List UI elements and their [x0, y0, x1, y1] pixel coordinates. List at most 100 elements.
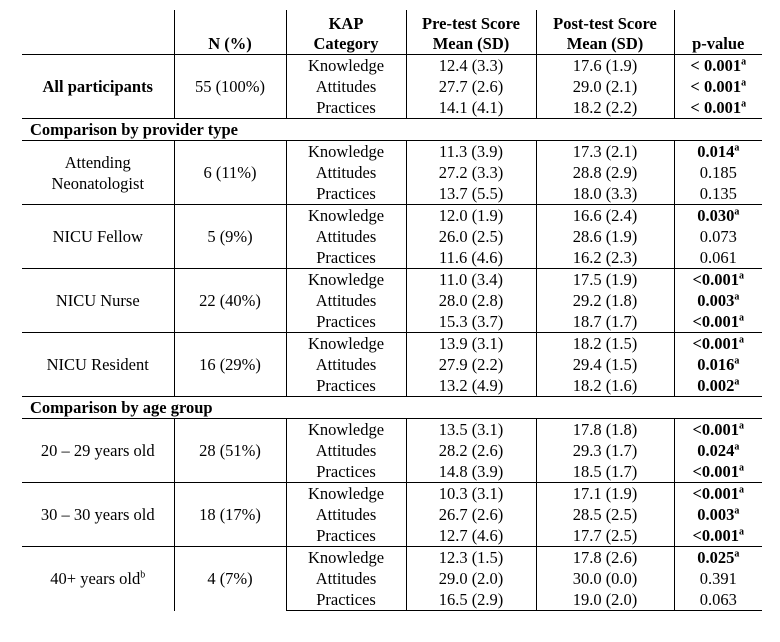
- kap-category: Knowledge: [285, 140, 406, 162]
- p-value-text: 0.003: [697, 291, 735, 310]
- table-row: NICU Resident 16 (29%) Knowledge 13.9 (3.1)…: [22, 332, 762, 397]
- group-label: 20 – 29 years old: [22, 418, 174, 483]
- p-value: 0.073: [673, 226, 762, 247]
- p-value-footnote: a: [734, 441, 740, 453]
- post-test-score: 16.2 (2.3): [535, 247, 674, 269]
- group-label: All participants: [22, 54, 174, 119]
- pre-test-score: 26.7 (2.6): [405, 504, 536, 525]
- p-value-footnote: a: [739, 334, 745, 346]
- pre-test-score: 13.5 (3.1): [405, 418, 536, 440]
- p-value-text: 0.016: [697, 355, 735, 374]
- table-row: Attitudes 26.0 (2.5) 28.6 (1.9) 0.073: [22, 226, 762, 247]
- post-test-score: 17.8 (2.6): [535, 546, 674, 568]
- post-test-score: 17.6 (1.9): [535, 54, 674, 76]
- section-heading: Comparison by provider type: [22, 118, 762, 141]
- p-value: <0.001a: [673, 461, 762, 483]
- table-row: Attitudes 27.2 (3.3) 28.8 (2.9) 0.185: [22, 162, 762, 183]
- kap-category: Practices: [285, 183, 406, 205]
- table-row: Attitudes 28.2 (2.6) 29.3 (1.7) 0.024a: [22, 440, 762, 461]
- post-test-score: 17.7 (2.5): [535, 525, 674, 547]
- kap-category: Knowledge: [285, 332, 406, 354]
- header-n: N (%): [173, 10, 286, 55]
- p-value-text: 0.391: [699, 569, 737, 588]
- kap-category: Knowledge: [285, 482, 406, 504]
- header-kap: KAP Category: [285, 10, 406, 55]
- pre-test-score: 12.4 (3.3): [405, 54, 536, 76]
- p-value: 0.003a: [673, 290, 762, 311]
- table-row: Practices 14.8 (3.9) 18.5 (1.7) <0.001a: [22, 461, 762, 483]
- header-group: [22, 10, 174, 55]
- group-label-text: 20 – 29 years old: [40, 441, 155, 460]
- table-row: Practices 16.5 (2.9) 19.0 (2.0) 0.063: [22, 589, 762, 611]
- post-test-score: 28.8 (2.9): [535, 162, 674, 183]
- kap-category: Practices: [285, 311, 406, 333]
- table-row: Attending Neonatologist 6 (11%) Knowledge 11…: [22, 140, 762, 205]
- post-test-score: 17.1 (1.9): [535, 482, 674, 504]
- post-test-score: 18.5 (1.7): [535, 461, 674, 483]
- header-post: Post-test Score Mean (SD): [535, 10, 674, 55]
- p-value-text: 0.030: [697, 206, 735, 225]
- kap-category: Practices: [285, 589, 406, 611]
- kap-category: Attitudes: [285, 504, 406, 525]
- pre-test-score: 14.8 (3.9): [405, 461, 536, 483]
- group-n: 55 (100%): [173, 54, 286, 119]
- p-value: 0.014a: [673, 140, 762, 162]
- p-value-text: < 0.001: [690, 98, 742, 117]
- group-label-footnote: b: [140, 569, 146, 581]
- kap-results-table: N (%) KAP Category Pre-test Score Mean (…: [22, 10, 762, 611]
- pre-test-score: 12.3 (1.5): [405, 546, 536, 568]
- p-value-text: <0.001: [692, 462, 740, 481]
- group-n: 4 (7%): [173, 546, 286, 611]
- p-value: 0.030a: [673, 204, 762, 226]
- section-row: Comparison by age group: [22, 396, 762, 419]
- kap-category: Practices: [285, 461, 406, 483]
- table-row: Attitudes 26.7 (2.6) 28.5 (2.5) 0.003a: [22, 504, 762, 525]
- post-test-score: 19.0 (2.0): [535, 589, 674, 611]
- table-row: NICU Nurse 22 (40%) Knowledge 11.0 (3.4) 17.…: [22, 268, 762, 333]
- p-value: < 0.001a: [673, 76, 762, 97]
- p-value: < 0.001a: [673, 97, 762, 119]
- header-p-value: p-value: [673, 10, 762, 55]
- table-row: Attitudes 29.0 (2.0) 30.0 (0.0) 0.391: [22, 568, 762, 589]
- group-label: Attending Neonatologist: [22, 140, 174, 205]
- kap-category: Attitudes: [285, 354, 406, 375]
- post-test-score: 18.2 (2.2): [535, 97, 674, 119]
- kap-category: Attitudes: [285, 162, 406, 183]
- pre-test-score: 27.9 (2.2): [405, 354, 536, 375]
- p-value-text: <0.001: [692, 270, 740, 289]
- kap-category: Attitudes: [285, 226, 406, 247]
- p-value-footnote: a: [734, 548, 740, 560]
- pre-test-score: 28.0 (2.8): [405, 290, 536, 311]
- header-row: N (%) KAP Category Pre-test Score Mean (…: [22, 10, 762, 55]
- p-value: 0.185: [673, 162, 762, 183]
- group-label-text: 30 – 30 years old: [40, 505, 155, 524]
- p-value-text: 0.135: [699, 184, 737, 203]
- post-test-score: 29.4 (1.5): [535, 354, 674, 375]
- p-value-footnote: a: [734, 291, 740, 303]
- group-label: NICU Nurse: [22, 268, 174, 333]
- p-value-footnote: a: [739, 462, 745, 474]
- pre-test-score: 14.1 (4.1): [405, 97, 536, 119]
- pre-test-score: 16.5 (2.9): [405, 589, 536, 611]
- kap-category: Practices: [285, 97, 406, 119]
- p-value: 0.003a: [673, 504, 762, 525]
- group-n: 16 (29%): [173, 332, 286, 397]
- p-value-text: 0.024: [697, 441, 735, 460]
- post-test-score: 18.2 (1.6): [535, 375, 674, 397]
- group-label-text: 40+ years old: [50, 569, 141, 589]
- p-value-footnote: a: [741, 98, 747, 110]
- kap-category: Knowledge: [285, 418, 406, 440]
- header-kap-line2: Category: [313, 34, 379, 53]
- p-value-text: < 0.001: [690, 77, 742, 96]
- post-test-score: 30.0 (0.0): [535, 568, 674, 589]
- p-value: 0.391: [673, 568, 762, 589]
- kap-category: Attitudes: [285, 76, 406, 97]
- post-test-score: 16.6 (2.4): [535, 204, 674, 226]
- pre-test-score: 11.0 (3.4): [405, 268, 536, 290]
- p-value: 0.002a: [673, 375, 762, 397]
- section-heading: Comparison by age group: [22, 396, 762, 419]
- p-value: 0.016a: [673, 354, 762, 375]
- p-value-text: 0.063: [699, 590, 737, 609]
- p-value-text: 0.014: [697, 142, 735, 161]
- p-value: < 0.001a: [673, 54, 762, 76]
